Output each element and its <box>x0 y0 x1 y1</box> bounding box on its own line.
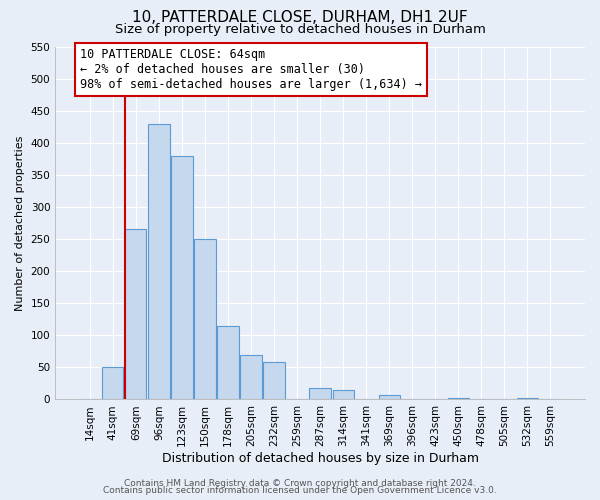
Bar <box>102 368 124 400</box>
Text: Size of property relative to detached houses in Durham: Size of property relative to detached ho… <box>115 22 485 36</box>
Bar <box>194 239 215 400</box>
Bar <box>379 395 400 400</box>
Text: 10 PATTERDALE CLOSE: 64sqm
← 2% of detached houses are smaller (30)
98% of semi-: 10 PATTERDALE CLOSE: 64sqm ← 2% of detac… <box>80 48 422 91</box>
Y-axis label: Number of detached properties: Number of detached properties <box>15 136 25 310</box>
X-axis label: Distribution of detached houses by size in Durham: Distribution of detached houses by size … <box>161 452 479 465</box>
Text: Contains HM Land Registry data © Crown copyright and database right 2024.: Contains HM Land Registry data © Crown c… <box>124 478 476 488</box>
Bar <box>172 156 193 400</box>
Bar <box>310 388 331 400</box>
Bar <box>148 124 170 400</box>
Bar <box>125 230 146 400</box>
Text: 10, PATTERDALE CLOSE, DURHAM, DH1 2UF: 10, PATTERDALE CLOSE, DURHAM, DH1 2UF <box>132 10 468 25</box>
Bar <box>448 398 469 400</box>
Bar <box>241 354 262 400</box>
Text: Contains public sector information licensed under the Open Government Licence v3: Contains public sector information licen… <box>103 486 497 495</box>
Bar <box>517 398 538 400</box>
Bar <box>217 326 239 400</box>
Bar <box>263 362 284 400</box>
Bar <box>332 390 353 400</box>
